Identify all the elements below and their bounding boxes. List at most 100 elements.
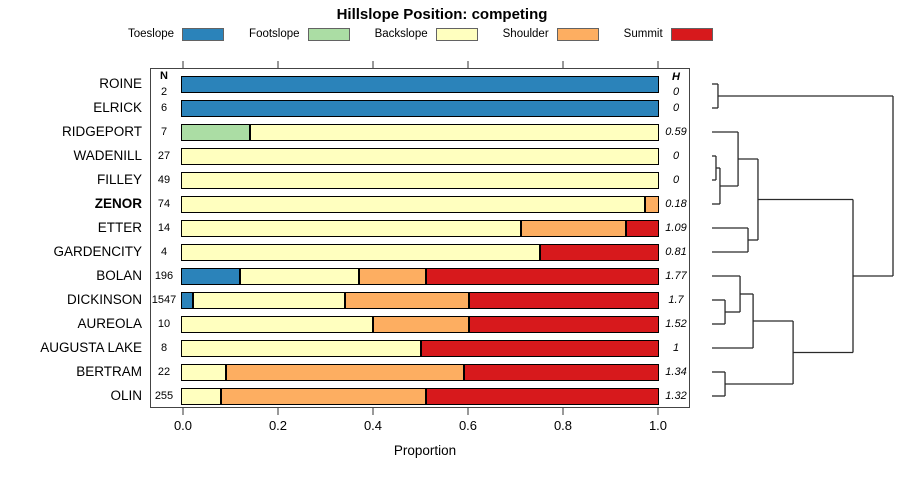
row-label: GARDENCITY [53,244,142,259]
row-label: ZENOR [94,196,142,211]
n-value: 27 [157,150,171,162]
bar [181,291,659,309]
legend-label: Footslope [249,28,300,40]
bar-segment-backslope [182,172,658,188]
bar-segment-backslope [239,268,359,284]
row-label: WADENILL [73,148,142,163]
row-label: AUGUSTA LAKE [40,340,142,355]
n-value: 196 [154,270,174,282]
h-value: 0 [672,86,680,98]
bar [181,195,659,213]
bar-segment-backslope [182,196,644,212]
h-column-header: H [672,71,680,83]
row-label: BOLAN [96,268,142,283]
n-value: 10 [157,318,171,330]
bar-segment-shoulder [220,388,425,404]
bar [181,315,659,333]
legend-entry: Toeslope [128,27,225,41]
n-value: 74 [157,198,171,210]
legend-label: Backslope [374,28,428,40]
bar-segment-backslope [182,316,373,332]
h-value: 0.59 [665,126,687,138]
bar [181,243,659,261]
row-label: OLIN [110,388,142,403]
n-value: 255 [154,390,174,402]
bar [181,267,659,285]
bar-segment-shoulder [343,292,468,308]
bar [181,219,659,237]
legend-entry: Summit [623,27,713,41]
bar [181,99,659,117]
x-axis-title: Proportion [393,443,457,458]
h-value: 1.7 [668,294,684,306]
chart-title: Hillslope Position: competing [336,6,548,23]
bar-segment-summit [539,244,658,260]
x-tick-label: 0.2 [268,418,288,433]
bar-segment-backslope [182,244,539,260]
legend: Toeslope Footslope Backslope Shoulder Summit [128,26,713,42]
x-tick-label: 0.8 [553,418,573,433]
bar-segment-summit [467,316,658,332]
n-value: 1547 [151,294,177,306]
h-value: 1.32 [665,390,687,402]
bar-segment-backslope [182,340,420,356]
bar [181,147,659,165]
h-value: 1.52 [665,318,687,330]
n-value: 22 [157,366,171,378]
x-tick-label: 0.6 [458,418,478,433]
n-column-header: N [160,70,168,82]
bar-segment-summit [467,292,658,308]
bar-segment-toeslope [182,292,192,308]
legend-entry: Backslope [374,27,478,41]
bar-segment-backslope [182,220,520,236]
bar [181,339,659,357]
bar-segment-summit [462,364,658,380]
bar-segment-backslope [182,148,658,164]
bar [181,123,659,141]
n-value: 49 [157,174,171,186]
bar-segment-backslope [248,124,658,140]
legend-label: Summit [623,28,663,40]
n-value: 8 [160,342,168,354]
h-value: 0 [672,102,680,114]
row-label: FILLEY [96,172,142,187]
legend-swatch-shoulder-icon [556,27,599,41]
n-value: 7 [160,126,168,138]
row-label: DICKINSON [66,292,142,307]
bar-segment-shoulder [358,268,425,284]
bar [181,171,659,189]
bar-segment-backslope [182,388,221,404]
bar-segment-shoulder [519,220,625,236]
row-label: RIDGEPORT [61,124,142,139]
n-value: 2 [160,86,168,98]
h-value: 0.81 [665,246,687,258]
legend-swatch-summit-icon [670,27,713,41]
bar-segment-summit [624,220,658,236]
bar-segment-footslope [182,124,249,140]
x-tick-label: 0.0 [173,418,193,433]
bar-segment-shoulder [224,364,463,380]
bar [181,75,659,93]
bar-segment-toeslope [182,100,658,116]
bar-segment-summit [424,268,658,284]
h-value: 0 [672,150,680,162]
n-value: 4 [160,246,168,258]
bar-segment-backslope [182,364,225,380]
h-value: 1 [672,342,680,354]
bar-segment-toeslope [182,268,240,284]
h-value: 1.34 [665,366,687,378]
x-tick-label: 0.4 [363,418,383,433]
legend-swatch-backslope-icon [435,27,478,41]
legend-swatch-footslope-icon [307,27,350,41]
legend-swatch-toeslope-icon [182,27,225,41]
h-value: 0 [672,174,680,186]
row-label: BERTRAM [76,364,142,379]
x-tick-label: 1.0 [648,418,668,433]
legend-label: Shoulder [502,28,549,40]
row-label: ETTER [97,220,142,235]
bar [181,363,659,381]
n-value: 14 [157,222,171,234]
h-value: 1.77 [665,270,687,282]
bar [181,387,659,405]
